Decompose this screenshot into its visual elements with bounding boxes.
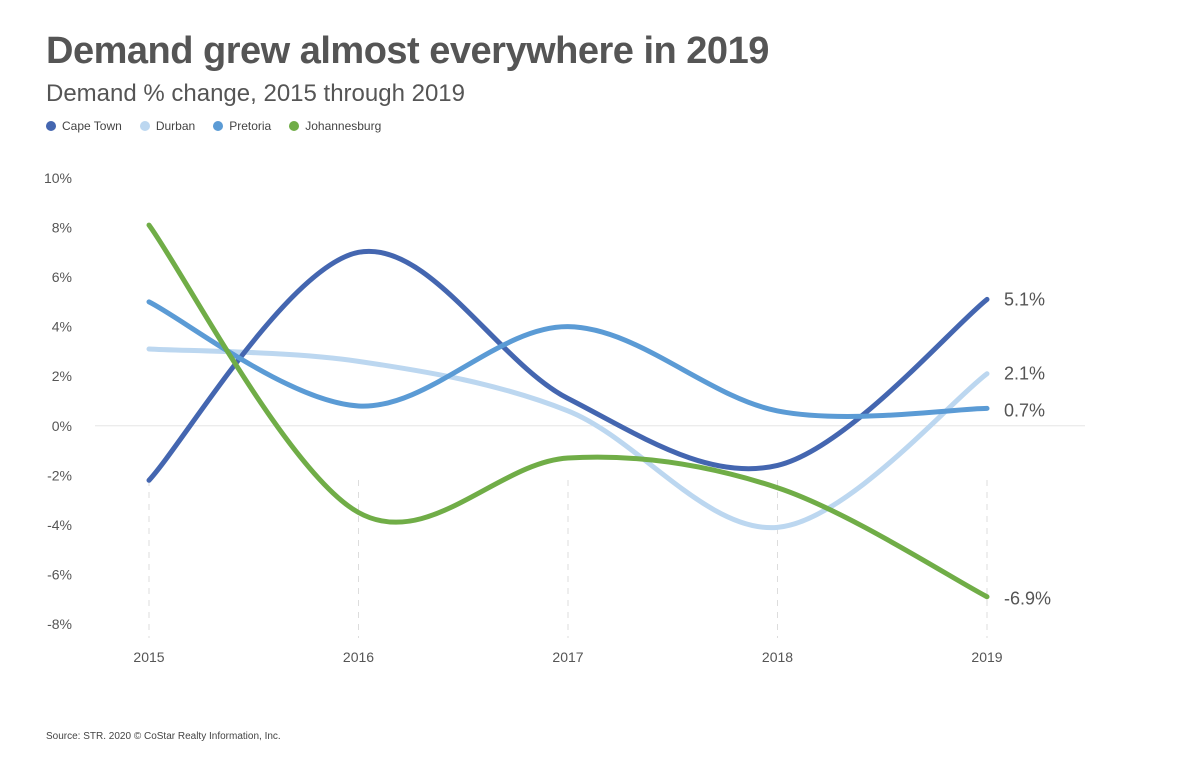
- x-tick-label: 2019: [971, 649, 1002, 665]
- legend-item-johannesburg: Johannesburg: [289, 119, 381, 133]
- series-line-cape-town: [146, 248, 990, 483]
- end-label-cape-town: 5.1%: [1004, 289, 1045, 309]
- source-note: Source: STR. 2020 © CoStar Realty Inform…: [46, 731, 281, 742]
- y-tick-label: -2%: [47, 467, 72, 483]
- legend-swatch-pretoria: [213, 121, 224, 131]
- legend-item-durban: Durban: [139, 119, 196, 133]
- chart-subtitle: Demand % change, 2015 through 2019: [46, 80, 465, 107]
- legend-swatch-johannesburg: [289, 121, 300, 131]
- chart-title: Demand grew almost everywhere in 2019: [46, 30, 769, 72]
- x-tick-label: 2016: [343, 649, 374, 665]
- x-tick-label: 2017: [552, 649, 583, 665]
- legend-swatch-durban: [139, 121, 150, 131]
- end-label-pretoria: 0.7%: [1004, 400, 1045, 420]
- legend-label: Durban: [155, 119, 196, 133]
- y-tick-label: -8%: [47, 616, 72, 632]
- series-line-durban: [146, 346, 990, 530]
- legend-item-cape-town: Cape Town: [46, 119, 122, 133]
- series-line-pretoria: [146, 299, 990, 419]
- x-tick-label: 2018: [762, 649, 793, 665]
- y-tick-label: 8%: [52, 220, 72, 236]
- legend: Cape Town Durban Pretoria Johannesburg: [46, 119, 399, 133]
- series-line-johannesburg: [146, 222, 990, 600]
- y-tick-label: 0%: [52, 418, 72, 434]
- end-label-johannesburg: -6.9%: [1004, 589, 1051, 609]
- y-tick-label: -4%: [47, 517, 72, 533]
- legend-item-pretoria: Pretoria: [213, 119, 271, 133]
- y-tick-label: -6%: [47, 566, 72, 582]
- legend-swatch-cape-town: [46, 121, 56, 131]
- y-tick-label: 4%: [52, 319, 72, 335]
- legend-label: Cape Town: [62, 119, 122, 133]
- x-tick-label: 2015: [133, 649, 164, 665]
- legend-label: Johannesburg: [305, 119, 382, 133]
- y-tick-label: 2%: [52, 368, 72, 384]
- y-tick-label: 10%: [44, 170, 72, 186]
- legend-label: Pretoria: [229, 119, 272, 133]
- y-tick-label: 6%: [52, 269, 72, 285]
- end-label-durban: 2.1%: [1004, 364, 1045, 384]
